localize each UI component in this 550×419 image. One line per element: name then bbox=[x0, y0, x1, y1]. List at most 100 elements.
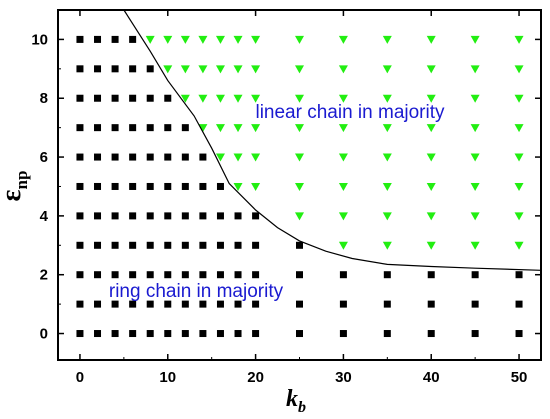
square-point bbox=[216, 300, 224, 308]
square-point bbox=[252, 271, 260, 279]
triangle-point bbox=[426, 94, 436, 103]
triangle-point bbox=[338, 241, 348, 250]
square-point bbox=[146, 94, 154, 102]
square-point bbox=[216, 241, 224, 249]
triangle-point bbox=[338, 124, 348, 133]
x-axis-title-main: k bbox=[286, 386, 298, 412]
square-point bbox=[129, 300, 137, 308]
square-point bbox=[339, 300, 347, 308]
triangle-point bbox=[233, 124, 243, 133]
square-point bbox=[94, 65, 102, 73]
square-point bbox=[129, 271, 137, 279]
square-point bbox=[146, 65, 154, 73]
square-point bbox=[216, 182, 224, 190]
x-tick-label: 40 bbox=[423, 369, 440, 386]
square-point bbox=[181, 212, 189, 220]
triangle-point bbox=[198, 124, 208, 133]
triangle-point bbox=[198, 35, 208, 44]
triangle-point bbox=[295, 182, 304, 191]
square-point bbox=[181, 153, 189, 161]
triangle-point bbox=[251, 153, 261, 162]
triangle-point bbox=[163, 65, 173, 74]
x-axis-title: kb bbox=[286, 386, 306, 416]
square-point bbox=[252, 212, 260, 220]
square-point bbox=[164, 124, 172, 132]
triangle-point bbox=[426, 65, 436, 74]
square-point bbox=[234, 271, 242, 279]
square-point bbox=[111, 94, 119, 102]
square-point bbox=[146, 241, 154, 249]
square-point bbox=[164, 212, 172, 220]
triangle-point bbox=[215, 153, 225, 162]
y-tick-label: 4 bbox=[40, 208, 49, 225]
square-point bbox=[199, 241, 207, 249]
square-point bbox=[94, 271, 102, 279]
square-point bbox=[94, 153, 102, 161]
triangle-point bbox=[426, 35, 436, 44]
square-point bbox=[181, 330, 189, 338]
triangle-point bbox=[514, 153, 524, 162]
square-point bbox=[252, 330, 260, 338]
triangle-point bbox=[251, 94, 261, 103]
triangle-point bbox=[426, 212, 436, 221]
square-point bbox=[427, 271, 435, 279]
square-point bbox=[339, 330, 347, 338]
triangle-point bbox=[514, 182, 524, 191]
triangle-point bbox=[470, 65, 480, 74]
square-point bbox=[199, 153, 207, 161]
triangle-point bbox=[251, 35, 261, 44]
square-point bbox=[216, 212, 224, 220]
square-point bbox=[76, 241, 84, 249]
y-axis-title-main: ε bbox=[0, 189, 27, 201]
square-point bbox=[296, 271, 303, 279]
y-tick-label: 6 bbox=[40, 149, 48, 166]
square-point bbox=[146, 182, 154, 190]
square-point bbox=[111, 182, 119, 190]
square-point bbox=[515, 271, 523, 279]
triangle-point bbox=[251, 65, 261, 74]
square-point bbox=[164, 271, 172, 279]
triangle-point bbox=[295, 153, 304, 162]
square-point bbox=[515, 300, 523, 308]
square-point bbox=[234, 241, 242, 249]
triangle-point bbox=[295, 212, 304, 221]
square-point bbox=[111, 153, 119, 161]
square-point bbox=[164, 94, 172, 102]
triangle-point bbox=[215, 94, 225, 103]
square-point bbox=[76, 271, 84, 279]
annotation-ring-chain: ring chain in majority bbox=[109, 281, 284, 302]
triangle-point bbox=[382, 35, 392, 44]
triangle-point bbox=[470, 94, 480, 103]
triangle-point bbox=[295, 124, 304, 133]
triangle-point bbox=[215, 124, 225, 133]
square-point bbox=[129, 330, 137, 338]
square-point bbox=[181, 124, 189, 132]
square-point bbox=[199, 212, 207, 220]
square-point bbox=[146, 330, 154, 338]
triangle-point bbox=[382, 65, 392, 74]
x-tick-label: 30 bbox=[335, 369, 352, 386]
triangle-point bbox=[470, 124, 480, 133]
square-point bbox=[199, 182, 207, 190]
square-point bbox=[76, 153, 84, 161]
square-point bbox=[94, 124, 102, 132]
square-point bbox=[94, 241, 102, 249]
y-tick-label: 2 bbox=[40, 267, 48, 284]
triangle-point bbox=[338, 182, 348, 191]
square-point bbox=[111, 65, 119, 73]
triangle-point bbox=[145, 35, 155, 44]
square-point bbox=[129, 35, 137, 43]
square-point bbox=[94, 182, 102, 190]
triangle-point bbox=[382, 241, 392, 250]
square-point bbox=[129, 124, 137, 132]
triangle-point bbox=[338, 94, 348, 103]
square-point bbox=[234, 330, 242, 338]
square-point bbox=[146, 124, 154, 132]
triangle-point bbox=[233, 182, 243, 191]
square-point bbox=[129, 153, 137, 161]
y-tick-label: 8 bbox=[40, 90, 48, 107]
square-point bbox=[471, 271, 479, 279]
square-point bbox=[94, 94, 102, 102]
